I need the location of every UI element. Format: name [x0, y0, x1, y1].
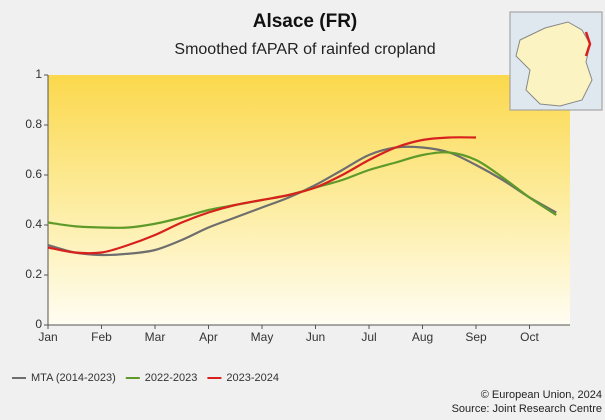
legend-label: MTA (2014-2023)	[31, 372, 116, 384]
x-tick-label: Aug	[412, 330, 433, 344]
y-tick-label: 0.2	[25, 267, 42, 281]
y-tick-label: 1	[35, 67, 42, 81]
y-tick-label: 0.4	[25, 217, 42, 231]
x-tick-label: Jan	[38, 330, 57, 344]
y-tick-label: 0	[35, 317, 42, 331]
x-tick-label: Jul	[361, 330, 376, 344]
x-tick-label: Oct	[520, 330, 539, 344]
inset-map	[509, 11, 603, 111]
chart-subtitle: Smoothed fAPAR of rainfed cropland	[174, 41, 435, 58]
x-tick-label: Jun	[306, 330, 325, 344]
x-tick-label: Mar	[145, 330, 166, 344]
legend-label: 2022-2023	[145, 372, 198, 384]
x-tick-label: Feb	[91, 330, 112, 344]
x-tick-label: May	[251, 330, 274, 344]
series-line	[47, 136, 477, 255]
plot-area	[48, 75, 570, 325]
chart-title: Alsace (FR)	[253, 11, 358, 32]
y-tick-label: 0.6	[25, 167, 42, 181]
x-tick-label: Apr	[199, 330, 218, 344]
source: Source: Joint Research Centre	[452, 403, 602, 415]
x-tick-label: Sep	[465, 330, 487, 344]
legend-label: 2023-2024	[226, 372, 279, 384]
y-tick-label: 0.8	[25, 117, 42, 131]
copyright: © European Union, 2024	[481, 389, 602, 401]
